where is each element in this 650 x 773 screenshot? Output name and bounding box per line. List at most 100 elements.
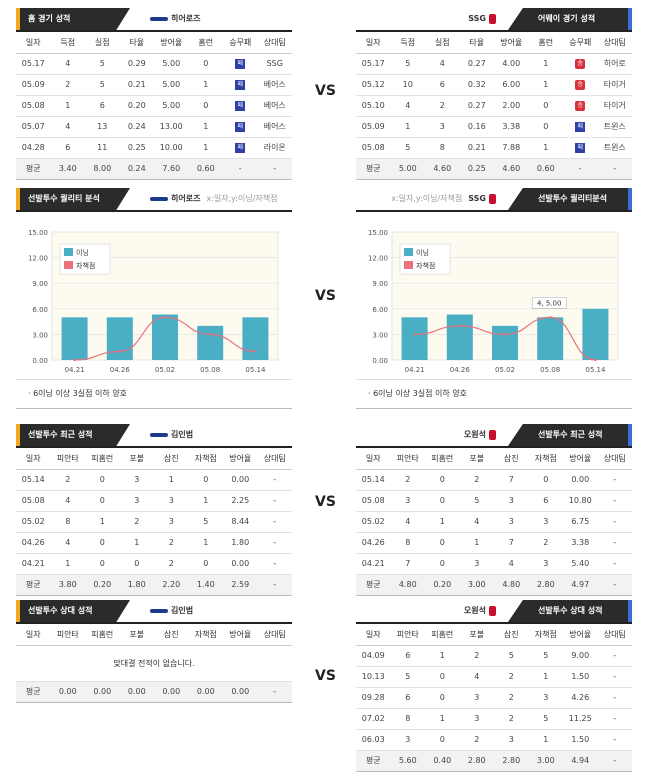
stat-cell: 0: [425, 666, 460, 688]
column-header: 타율: [459, 32, 494, 54]
heroes-logo-icon: [150, 432, 168, 437]
cell-result: 패: [223, 116, 258, 138]
stat-cell: 4: [459, 511, 494, 533]
table-row: 04.26 8 0 1 7 2 3.38-: [356, 532, 632, 554]
cell-r: 2: [50, 74, 85, 96]
cell-hr: 0: [188, 95, 223, 117]
stat-cell: 1: [188, 490, 223, 512]
cell-r: 4: [50, 116, 85, 138]
tooltip-box: [531, 297, 567, 309]
cell-hr: 1: [528, 53, 563, 75]
cell-r: 1: [50, 95, 85, 117]
vs-label: VS: [315, 668, 336, 684]
stat-cell: 04.09: [356, 645, 391, 667]
stat-cell: -: [597, 666, 632, 688]
cell-date: 04.28: [16, 137, 51, 159]
avg-res: -: [563, 158, 598, 179]
stat-cell: 5: [494, 645, 529, 667]
home-games-table: 일자 득점 실점 타율 방어율 홈런 승무패 상대팀 05.17 4 5 0.29 5.00 0 패 SSG 0…: [16, 32, 292, 179]
table-row: 05.08 1 6 0.20 5.00 0 패 베어스: [16, 95, 292, 117]
x-tick-label: 05.14: [245, 366, 266, 374]
table-row: 05.14 2 0 2 7 0 0.00-: [356, 469, 632, 491]
table-row: 05.14 2 0 3 1 0 0.00-: [16, 469, 292, 491]
cell-ra: 3: [425, 116, 460, 138]
ssg-logo-icon: [489, 13, 496, 24]
earned-runs-point: [163, 316, 167, 319]
table-row: 07.02 8 1 3 2 5 11.25-: [356, 708, 632, 730]
cell-hr: 1: [528, 74, 563, 96]
cell-opponent: 트윈스: [597, 137, 632, 159]
stat-cell: 5.40: [563, 553, 598, 575]
cell-avg: 0.21: [459, 137, 494, 159]
innings-bar: [537, 317, 564, 360]
cell-hr: 1: [188, 116, 223, 138]
vs-left-pitcher: 김인범: [171, 606, 194, 615]
stat-cell: 5: [188, 511, 223, 533]
column-header: 자책점: [188, 624, 223, 646]
cell-opponent: 트윈스: [597, 116, 632, 138]
stat-cell: 0: [425, 532, 460, 554]
stat-cell: 5: [528, 708, 563, 730]
stat-cell: 0.00: [563, 469, 598, 491]
stat-cell: -: [597, 553, 632, 575]
recent-right-title: 선발투수 최근 성적: [508, 424, 632, 446]
x-tick-label: 04.26: [110, 366, 131, 374]
column-header: 자책점: [528, 448, 563, 470]
avg-cell: 0.00: [154, 681, 189, 702]
quality-left-chart-svg: 15.00 12.00 9.00 6.00 3.00 0.00 04.21 04.26 05.0…: [28, 229, 279, 374]
legend-label-earned-runs: 자책점: [416, 261, 435, 270]
stat-cell: 0: [425, 729, 460, 751]
average-row: 평균 0.00 0.00 0.00 0.00 0.00 0.00-: [16, 681, 292, 702]
table-row: 05.10 4 2 0.27 2.00 0 승 타이거: [356, 95, 632, 117]
quality-right-chart-svg: 15.00 12.00 9.00 6.00 3.00 0.00 04.21 04.26 05.0…: [368, 229, 619, 374]
column-header: 실점: [425, 32, 460, 54]
table-row: 05.07 4 13 0.24 13.00 1 패 베어스: [16, 116, 292, 138]
stat-cell: 3: [459, 687, 494, 709]
y-tick-label: 12.00: [368, 255, 388, 263]
stat-cell: -: [597, 645, 632, 667]
stat-cell: 6: [390, 645, 425, 667]
stat-cell: 1: [459, 532, 494, 554]
column-header: 피안타: [390, 448, 425, 470]
vs-left-panel: 선발투수 상대 성적 김인범 일자 피안타 피홈런 포볼 삼진 자책점 방어율 상대팀 맞대결 …: [16, 600, 292, 703]
cell-r: 1: [390, 116, 425, 138]
cell-opponent: SSG: [257, 53, 292, 75]
column-header: 방어율: [563, 448, 598, 470]
stat-cell: 7: [494, 469, 529, 491]
quality-left-chart: 15.00 12.00 9.00 6.00 3.00 0.00 04.21 04.26 05.0…: [16, 212, 292, 380]
cell-result: 패: [223, 74, 258, 96]
stat-cell: 3: [494, 490, 529, 512]
avg-cell: 평균: [356, 750, 391, 771]
result-badge: 패: [575, 143, 586, 153]
legend-swatch-earned-runs: [404, 261, 413, 269]
y-tick-label: 6.00: [372, 306, 388, 314]
cell-era: 7.88: [494, 137, 529, 159]
heroes-logo-icon: [150, 196, 168, 201]
stat-cell: 3: [390, 490, 425, 512]
cell-avg: 0.16: [459, 116, 494, 138]
cell-date: 05.07: [16, 116, 51, 138]
y-tick-label: 9.00: [372, 280, 388, 288]
cell-date: 05.09: [16, 74, 51, 96]
quality-left-title: 선발투수 퀄리티 분석: [16, 188, 130, 210]
stat-cell: 0: [188, 469, 223, 491]
recent-left-pitcher: 김인범: [171, 430, 194, 439]
away-games-table: 일자 득점 실점 타율 방어율 홈런 승무패 상대팀 05.17 5 4 0.27 4.00 1 승 히어로 0…: [356, 32, 632, 179]
cell-ra: 11: [85, 137, 120, 159]
column-header: 방어율: [154, 32, 189, 54]
y-tick-label: 0.00: [372, 357, 388, 365]
quality-right-note: 6이닝 이상 3실점 이하 양호: [373, 389, 468, 398]
cell-era: 10.00: [154, 137, 189, 159]
cell-date: 05.17: [356, 53, 391, 75]
stat-cell: 05.14: [16, 469, 51, 491]
innings-bar: [152, 314, 178, 360]
avg-cell: -: [257, 681, 292, 702]
cell-r: 5: [390, 53, 425, 75]
stat-cell: 1: [528, 666, 563, 688]
x-tick-label: 05.02: [155, 366, 175, 374]
stat-cell: 3: [528, 687, 563, 709]
avg-cell: 3.00: [528, 750, 563, 771]
stat-cell: 3.38: [563, 532, 598, 554]
cell-era: 5.00: [154, 95, 189, 117]
empty-row: 맞대결 전적이 없습니다.: [16, 645, 292, 682]
